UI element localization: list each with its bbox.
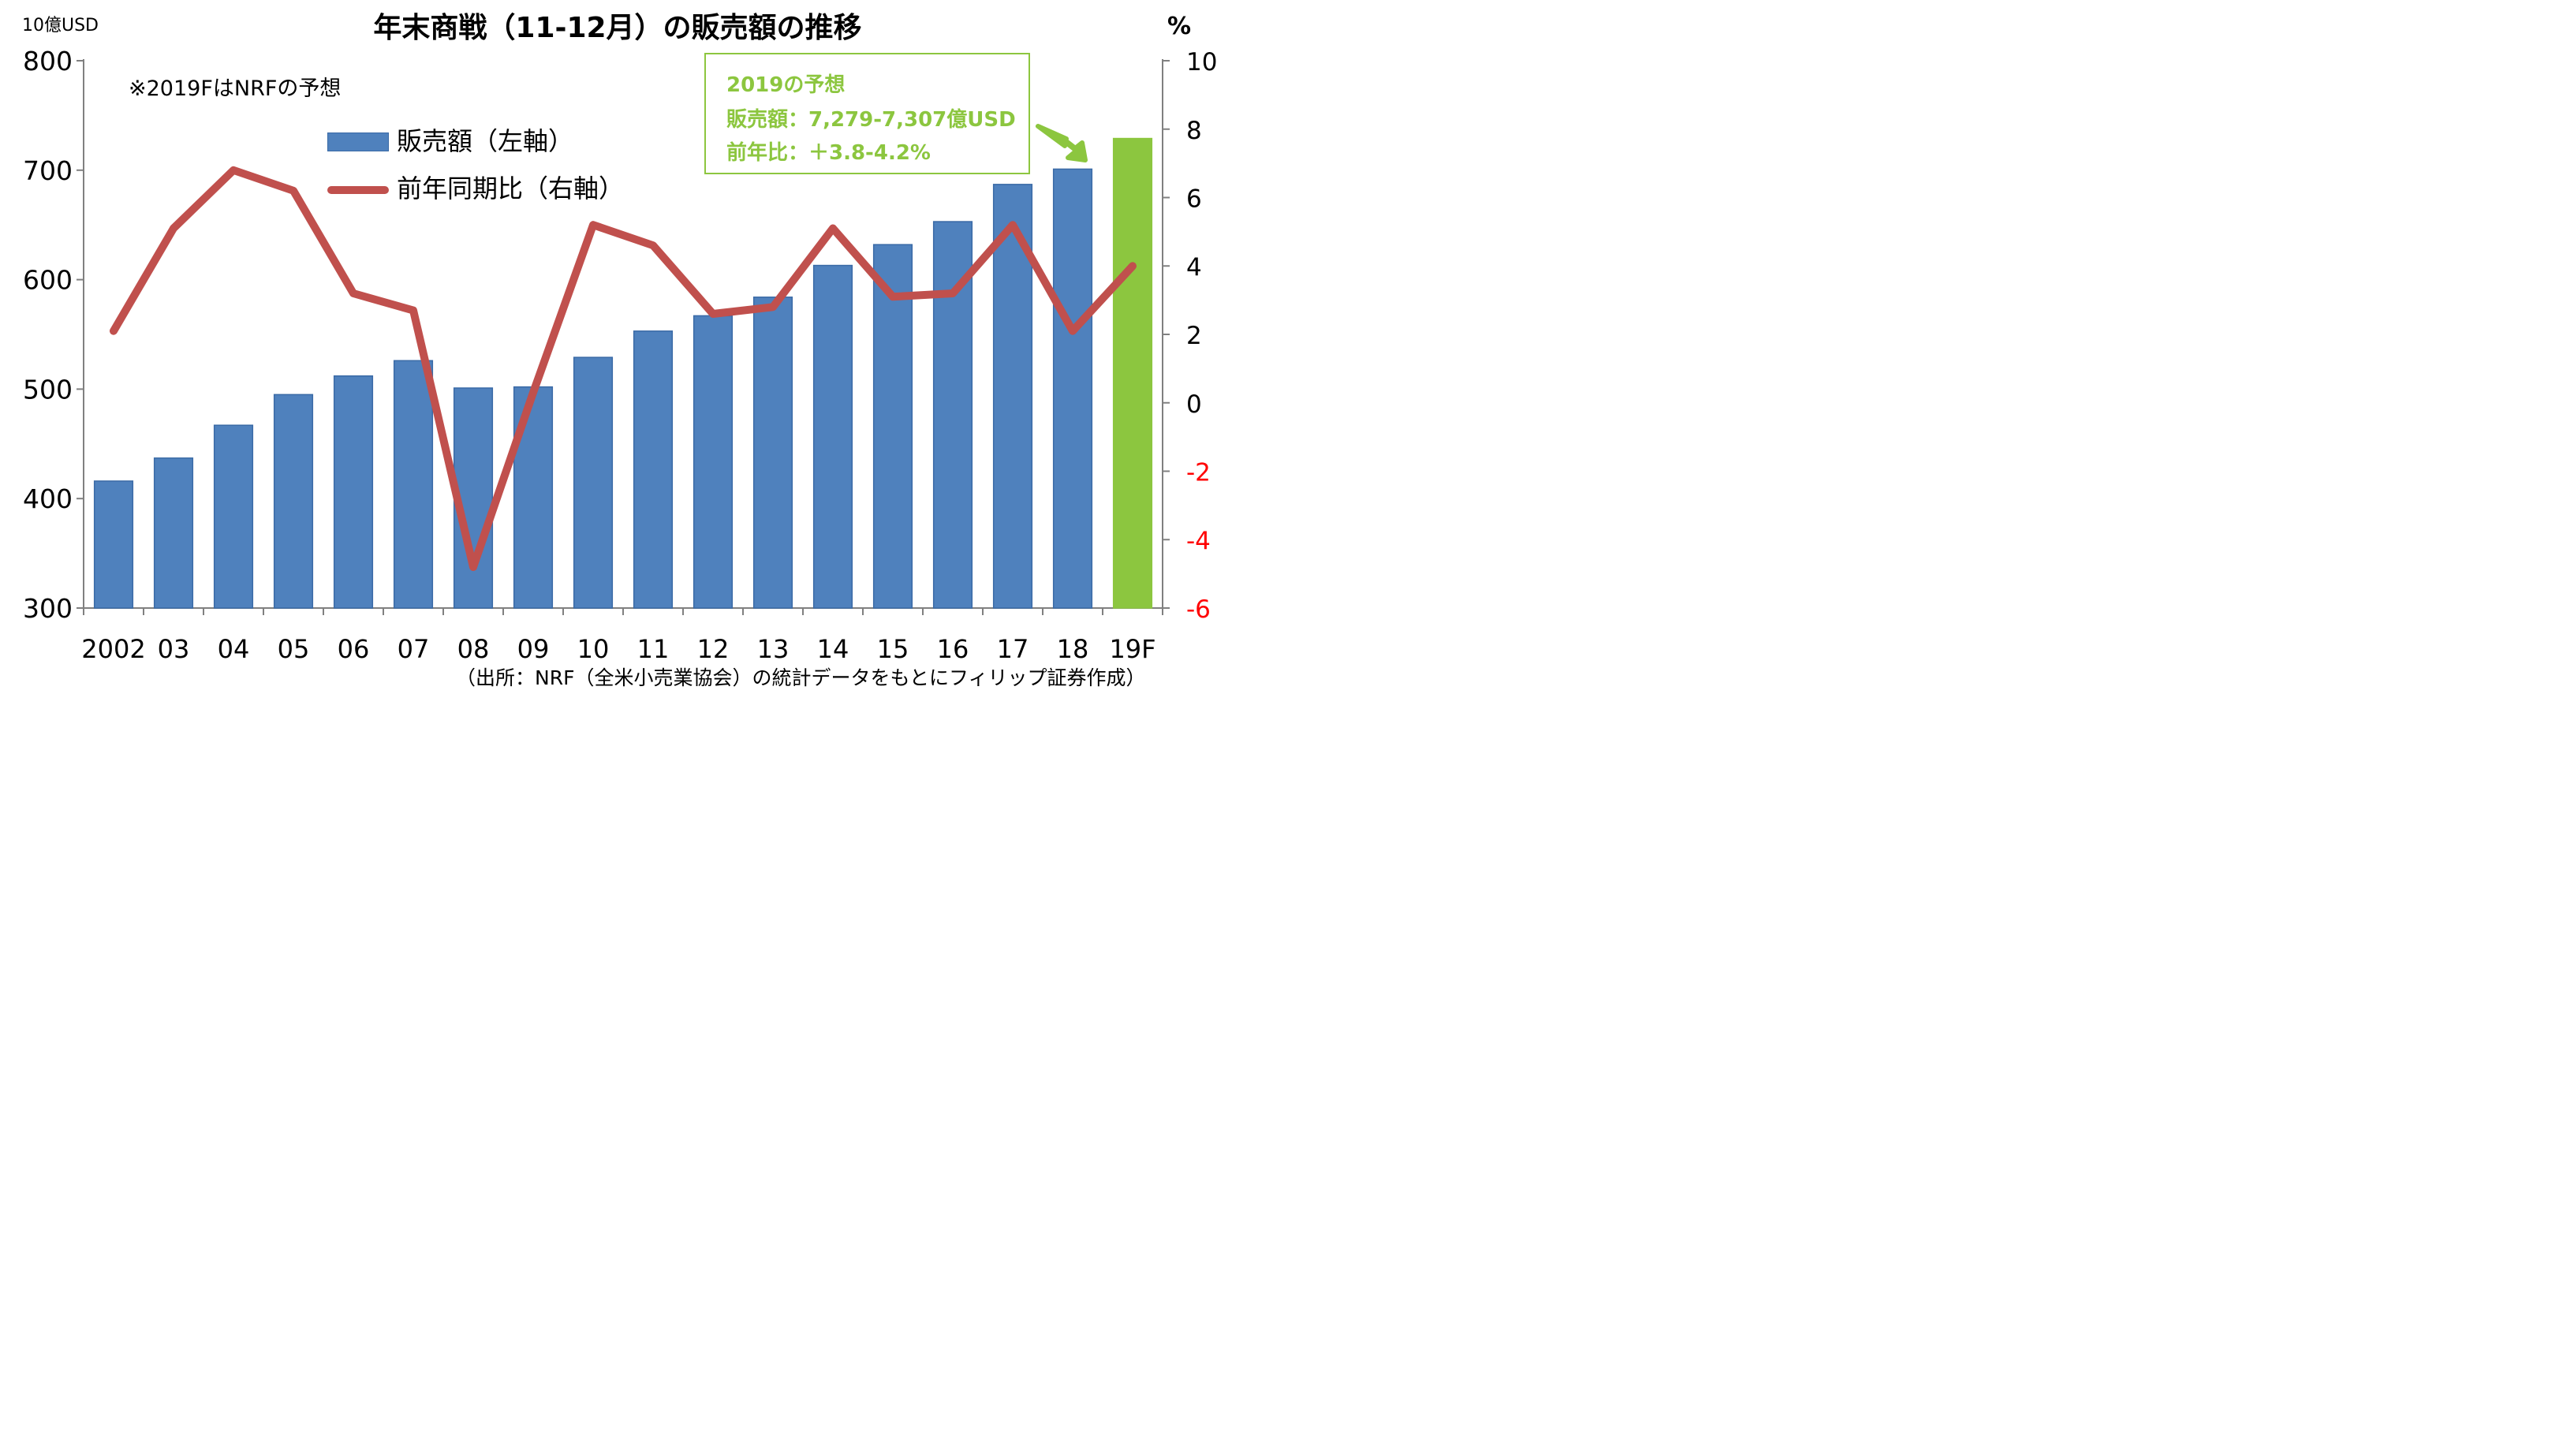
x-tick-label: 06	[338, 634, 370, 664]
bar	[812, 264, 853, 609]
bar	[872, 244, 913, 609]
y-left-tick-label: 700	[23, 155, 73, 186]
x-tick-label: 09	[517, 634, 550, 664]
legend-label-yoy: 前年同期比（右軸）	[397, 174, 625, 203]
x-tick-label: 2002	[81, 634, 145, 664]
x-tick-label: 04	[218, 634, 250, 664]
chart-plot: 300 400 500 600 700 800 -6 -4 -2 0 2 4 6 8 10 2002 03 04 0…	[23, 46, 1217, 664]
y-right-tick-label: -4	[1186, 527, 1211, 555]
y-axis-right-unit: %	[1167, 13, 1192, 40]
legend-item-yoy: 前年同期比（右軸）	[327, 166, 706, 205]
y-left-tick-label: 400	[23, 483, 73, 514]
x-tick-label: 07	[398, 634, 430, 664]
x-tick-label: 16	[937, 634, 969, 664]
bar	[153, 457, 194, 609]
bar	[1052, 168, 1093, 609]
y-right-tick-label: -2	[1186, 459, 1211, 487]
legend-item-sales: 販売額（左軸）	[327, 118, 706, 158]
callout-arrow-icon	[1036, 124, 1088, 162]
y-left-tick-label: 800	[23, 46, 73, 76]
bar	[333, 375, 374, 609]
y-left-tick-label: 500	[23, 374, 73, 405]
y-right-tick-label: 8	[1186, 117, 1202, 145]
bar	[213, 424, 254, 609]
x-tick-label: 08	[457, 634, 490, 664]
x-tick-label: 10	[577, 634, 610, 664]
x-tick-label: 05	[278, 634, 310, 664]
x-tick-label: 14	[817, 634, 849, 664]
forecast-line-title: 2019の予想	[726, 73, 846, 97]
y-right-tick-label: 2	[1186, 322, 1202, 350]
x-tick-label: 15	[877, 634, 909, 664]
bar	[932, 221, 973, 609]
x-tick-label: 13	[757, 634, 790, 664]
x-tick-label: 12	[697, 634, 730, 664]
x-tick-label: 17	[997, 634, 1029, 664]
bar	[573, 356, 614, 609]
bar	[752, 297, 793, 609]
chart-title: 年末商戦（11-12月）の販売額の推移	[373, 12, 862, 44]
y-axis-left-unit: 10億USD	[22, 16, 99, 35]
x-tick-label: 03	[158, 634, 190, 664]
bar-forecast	[1112, 137, 1153, 609]
bar	[393, 360, 434, 609]
forecast-callout: 2019の予想 販売額：7,279-7,307億USD 前年比：＋3.8-4.2…	[704, 53, 1030, 174]
chart: 年末商戦（11-12月）の販売額の推移 10億USD % ※2019FはNRFの…	[0, 0, 1235, 693]
bar	[633, 330, 674, 609]
y-right-tick-label: 10	[1186, 48, 1217, 76]
x-tick-label: 18	[1057, 634, 1089, 664]
forecast-line-yoy: 前年比：＋3.8-4.2%	[726, 141, 931, 165]
bar	[93, 480, 134, 609]
yoy-line	[110, 166, 1137, 571]
bar	[693, 315, 734, 609]
bar	[273, 394, 314, 609]
y-left-tick-label: 300	[23, 593, 73, 624]
y-right-tick-label: 4	[1186, 253, 1202, 282]
source-note: （出所：NRF（全米小売業協会）の統計データをもとにフィリップ証券作成）	[456, 666, 1146, 689]
x-tick-label: 19F	[1109, 634, 1155, 664]
x-tick-label: 11	[637, 634, 670, 664]
y-left-tick-label: 600	[23, 265, 73, 296]
forecast-line-sales: 販売額：7,279-7,307億USD	[726, 108, 1016, 132]
y-right-tick-label: -6	[1186, 595, 1211, 624]
forecast-footnote: ※2019FはNRFの予想	[129, 76, 342, 101]
legend-swatch-line	[327, 186, 389, 194]
legend-label-sales: 販売額（左軸）	[397, 126, 574, 156]
legend-swatch-bar	[327, 132, 389, 151]
y-right-tick-label: 6	[1186, 185, 1202, 214]
y-right-tick-label: 0	[1186, 390, 1202, 419]
